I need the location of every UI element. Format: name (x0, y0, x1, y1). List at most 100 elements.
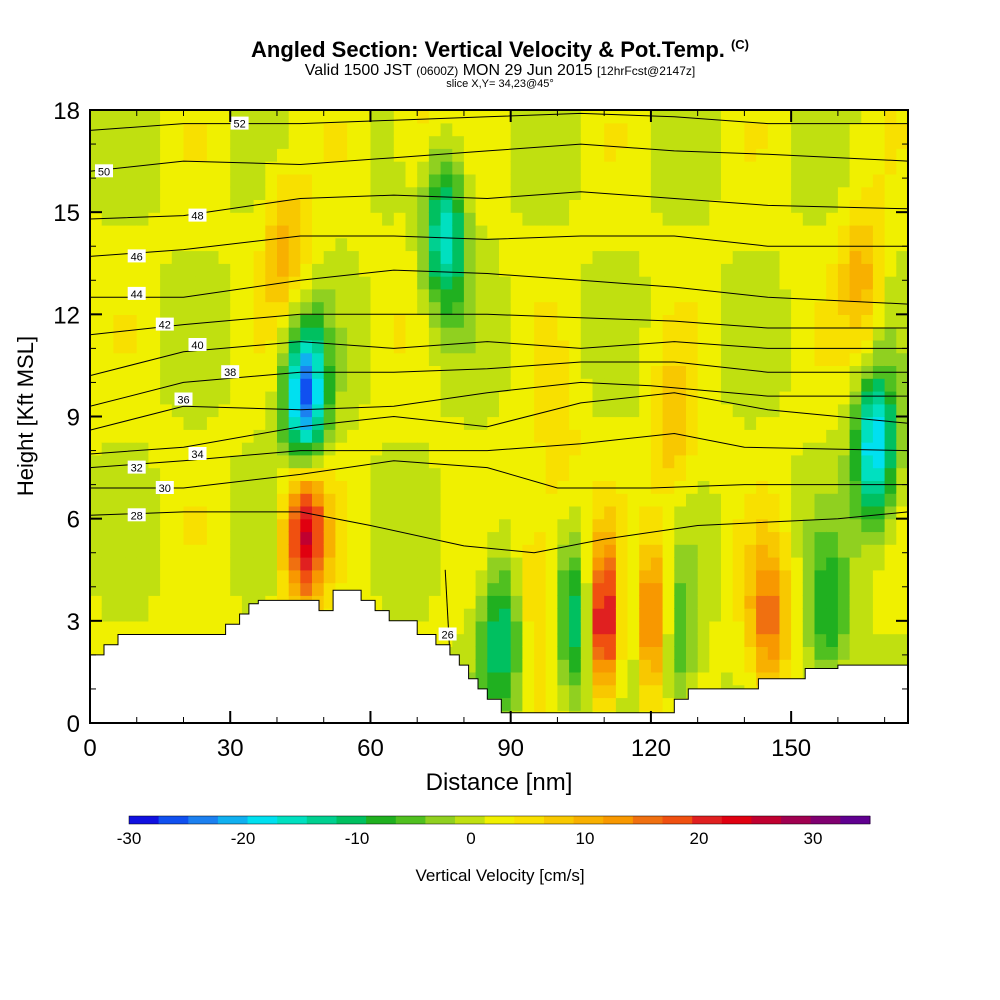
velocity-cell (417, 595, 430, 609)
velocity-cell (113, 212, 126, 226)
velocity-cell (569, 569, 582, 584)
velocity-cell (393, 391, 407, 405)
velocity-cell (300, 480, 313, 494)
velocity-cell (101, 148, 114, 162)
velocity-cell (510, 480, 523, 494)
velocity-cell (627, 301, 640, 315)
velocity-cell (335, 250, 348, 264)
velocity-cell (545, 633, 558, 647)
velocity-cell (861, 442, 874, 456)
velocity-cell (136, 544, 149, 558)
velocity-cell (814, 199, 827, 213)
velocity-cell (837, 544, 851, 558)
velocity-cell (884, 135, 897, 149)
velocity-cell (721, 352, 734, 366)
velocity-cell (744, 327, 757, 341)
velocity-cell (101, 480, 114, 494)
velocity-cell (872, 633, 886, 647)
velocity-cell (241, 186, 255, 200)
velocity-cell (148, 557, 161, 571)
velocity-cell (335, 276, 348, 290)
velocity-cell (872, 493, 886, 507)
velocity-cell (463, 531, 477, 545)
velocity-cell (849, 224, 862, 239)
velocity-cell (475, 378, 488, 392)
velocity-cell (697, 276, 710, 290)
velocity-cell (826, 173, 839, 188)
velocity-cell (884, 186, 897, 200)
velocity-cell (230, 199, 243, 213)
velocity-cell (569, 633, 582, 647)
velocity-cell (312, 301, 325, 315)
velocity-cell (744, 173, 757, 188)
velocity-cell (639, 671, 652, 686)
velocity-cell (125, 403, 138, 418)
velocity-cell (779, 237, 792, 252)
velocity-cell (709, 110, 722, 124)
velocity-cell (650, 173, 664, 188)
velocity-cell (428, 620, 442, 635)
colorbar-swatch (336, 816, 367, 824)
velocity-cell (136, 352, 149, 366)
velocity-cell (615, 608, 629, 622)
velocity-cell (417, 518, 430, 533)
velocity-cell (639, 620, 652, 635)
velocity-cell (779, 416, 792, 430)
velocity-cell (791, 327, 804, 341)
velocity-cell (253, 569, 266, 584)
velocity-cell (686, 288, 699, 303)
velocity-cell (791, 608, 804, 622)
velocity-cell (195, 301, 208, 315)
velocity-cell (802, 608, 816, 622)
velocity-cell (382, 199, 395, 213)
velocity-cell (218, 454, 231, 469)
velocity-cell (779, 518, 792, 533)
velocity-cell (183, 365, 196, 379)
velocity-cell (241, 301, 255, 315)
velocity-cell (779, 480, 792, 494)
isentrope-label-bg (127, 508, 146, 522)
isentrope-label-bg (127, 249, 146, 263)
velocity-cell (721, 467, 734, 481)
velocity-cell (884, 608, 897, 622)
velocity-cell (452, 531, 465, 545)
velocity-cell (206, 339, 220, 354)
velocity-cell (347, 173, 360, 188)
velocity-cell (814, 148, 827, 162)
velocity-cell (90, 416, 103, 430)
velocity-cell (557, 442, 570, 456)
velocity-cell (195, 173, 208, 188)
velocity-cell (370, 569, 383, 584)
velocity-cell (814, 339, 827, 354)
velocity-cell (779, 110, 792, 124)
velocity-cell (370, 557, 383, 571)
velocity-cell (756, 531, 769, 545)
velocity-cell (615, 518, 629, 533)
velocity-cell (160, 620, 173, 635)
velocity-cell (393, 352, 407, 366)
velocity-cell (791, 531, 804, 545)
velocity-cell (510, 224, 523, 239)
velocity-cell (382, 378, 395, 392)
velocity-cell (802, 224, 816, 239)
velocity-cell (697, 467, 710, 481)
velocity-cell (896, 110, 908, 124)
velocity-cell (300, 352, 313, 366)
velocity-cell (288, 250, 301, 264)
velocity-cell (674, 301, 687, 315)
colorbar-swatch (573, 816, 604, 824)
velocity-cell (756, 569, 769, 584)
velocity-cell (487, 531, 500, 545)
velocity-cell (650, 684, 664, 699)
velocity-cell (650, 480, 664, 494)
velocity-cell (627, 454, 640, 469)
velocity-cell (767, 416, 781, 430)
velocity-cell (732, 212, 745, 226)
velocity-cell (686, 276, 699, 290)
velocity-cell (288, 518, 301, 533)
velocity-cell (370, 122, 383, 137)
velocity-cell (277, 454, 290, 469)
velocity-cell (382, 569, 395, 584)
velocity-cell (826, 493, 839, 507)
velocity-cell (744, 505, 757, 520)
